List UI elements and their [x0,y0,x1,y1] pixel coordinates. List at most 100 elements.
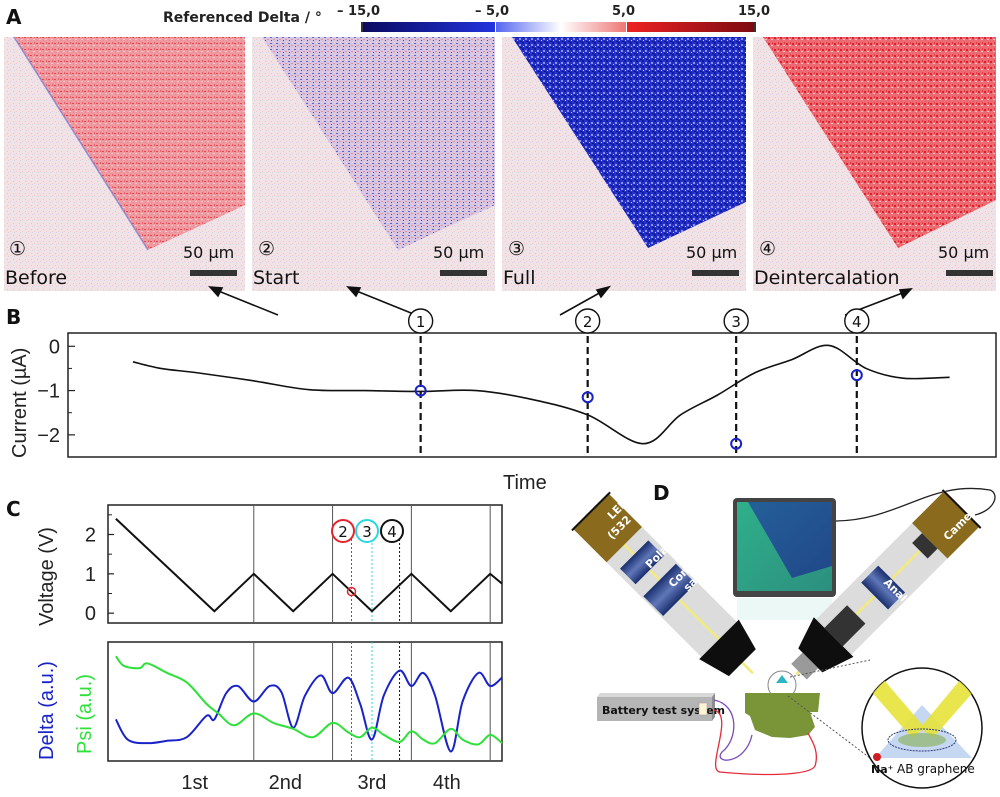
camera-lens [912,533,938,559]
electrochemical-cell [745,693,820,738]
colorbar-segment-middle [496,22,626,32]
colorbar-segment-positive [627,22,756,32]
marker-point [581,391,594,404]
panel-letter-d: D [653,481,670,505]
image-label: Before [5,267,67,289]
zoom-guide-line [787,695,871,759]
y-tick-label: 0 [49,336,60,358]
psi-axis-label: Psi (a.u.) [74,674,96,754]
screen-flake [748,502,832,578]
sodium-label: Na⁺ [871,763,894,776]
led-edge [571,491,611,532]
marker-number: 4 [387,523,397,541]
scale-bar [190,270,237,276]
scale-bar-label: 50 µm [686,243,737,262]
marker-circle [844,308,870,334]
colorbar-tick-label: – 15,0 [337,4,380,19]
colorbar-tick-label: 15,0 [738,4,770,19]
marker-circle [355,519,379,543]
image-label: Start [253,267,299,289]
arrow-line [353,289,417,316]
y-axis-label: Current (µA) [9,348,31,458]
image-label: Full [503,267,536,289]
scale-bar [440,270,487,276]
image-number: ① [9,238,26,260]
panel-letter-b: B [6,305,21,329]
battery-box-front [597,697,712,721]
marker-number: 4 [852,313,862,331]
led-box [572,493,642,563]
marker-circle [574,308,601,334]
graphene-lattice [887,728,957,752]
analyzer-tag [861,565,906,610]
camera-edge [941,489,982,529]
scale-bar-label: 50 µm [433,243,484,262]
prism [875,705,972,758]
battery-test-system: Battery test system [597,693,725,721]
image-panel-before: ① Before 50 µm [4,36,245,291]
x-axis-label: Time [503,472,547,494]
colorbar-tick [754,22,756,32]
image-number: ③ [508,238,525,260]
tube-lens [824,605,866,647]
marker-circle [723,308,749,334]
battery-label: Battery test system [602,704,725,717]
marker-number: 1 [416,313,426,331]
scale-bar-label: 50 µm [183,243,234,262]
monitor [733,498,836,620]
arrow-head [595,285,612,299]
arrow-line [559,290,604,316]
incident-beam [870,680,925,738]
graphene-flake-region [14,37,245,250]
x-tick-label: 2nd [269,772,302,794]
marker-point [414,384,427,397]
detector-arm [791,489,982,680]
sodium-ion-icon [873,753,881,761]
image-panel-deintercalation: ④ Deintercalation 50 µm [753,37,996,291]
sample-spot [776,675,788,683]
psi-line [115,655,503,746]
graphene-flake-region [262,37,495,250]
arrow-head [898,288,913,300]
graphene-label: AB graphene [897,762,975,776]
connector-arrows [208,285,913,316]
image-number: ② [258,238,275,260]
y-tick-label: −1 [37,381,60,403]
delta-axis-label: Delta (a.u.) [36,661,58,760]
voltage-line [115,518,503,613]
image-number: ④ [759,238,776,260]
y-tick-label: 2 [85,525,96,547]
current-chart: 0 −1 −2 1 2 3 4 [37,308,997,458]
plot-frame [107,504,503,624]
colorbar-tick-label: 5,0 [612,4,635,19]
monitor-reflection [737,598,832,620]
colorbar-tick-label: – 5,0 [475,4,509,19]
marker-number: 2 [338,523,348,541]
marker-number: 2 [583,313,593,331]
graphene-flake-region [763,37,996,248]
plot-frame [107,641,503,762]
image-panel-start: ② Start 50 µm [252,37,495,291]
scale-bar-label: 50 µm [938,243,989,262]
objective-lens [798,617,854,673]
arrow-line [215,289,279,316]
arrow-head [208,286,224,298]
battery-box-top [597,693,715,697]
marker-circle [407,308,434,334]
battery-indicator [698,702,708,716]
delta-psi-chart: 1st 2nd 3rd 4th [107,641,503,794]
marker-number: 3 [362,523,372,541]
y-tick-label: 1 [85,564,96,586]
marker-point [346,586,357,597]
graphene-flake-region [512,37,746,248]
marker-number: 3 [731,313,741,331]
y-tick-label: 0 [85,603,96,625]
zoom-guide-line [789,659,871,678]
arrow-head [346,286,362,298]
colorbar-title: Referenced Delta / ° [163,10,322,26]
camera-cable [835,487,996,522]
delta-line [114,669,503,753]
x-tick-label: 1st [181,772,208,794]
scale-bar [946,270,993,276]
